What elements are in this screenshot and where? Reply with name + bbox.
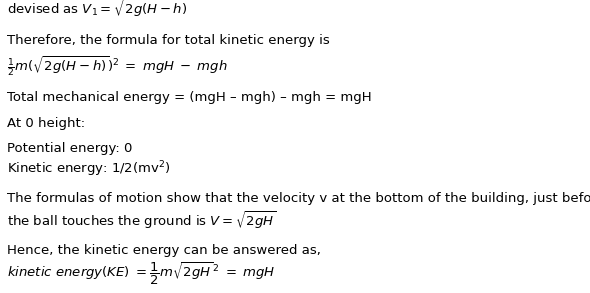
Text: $\frac{1}{2}m(\sqrt{2g(H - h)})^{2}\; =\; mgH\; -\; mgh$: $\frac{1}{2}m(\sqrt{2g(H - h)})^{2}\; =\…: [7, 54, 228, 78]
Text: Kinetic energy: 1/2(mv$^{2}$): Kinetic energy: 1/2(mv$^{2}$): [7, 159, 171, 179]
Text: Potential energy: 0: Potential energy: 0: [7, 142, 132, 155]
Text: Hence, the kinetic energy can be answered as,: Hence, the kinetic energy can be answere…: [7, 244, 321, 257]
Text: devised as $V_1 = \sqrt{2g(H - h)}$: devised as $V_1 = \sqrt{2g(H - h)}$: [7, 0, 190, 19]
Text: At 0 height:: At 0 height:: [7, 117, 85, 130]
Text: the ball touches the ground is $V = \sqrt{2gH}$: the ball touches the ground is $V = \sqr…: [7, 209, 276, 231]
Text: $\mathit{kinetic\ energy(KE)}\; =\dfrac{1}{2}m\sqrt{2gH}^{\,2}\; =\; mgH$: $\mathit{kinetic\ energy(KE)}\; =\dfrac{…: [7, 260, 276, 287]
Text: Therefore, the formula for total kinetic energy is: Therefore, the formula for total kinetic…: [7, 34, 330, 47]
Text: Total mechanical energy = (mgH – mgh) – mgh = mgH: Total mechanical energy = (mgH – mgh) – …: [7, 91, 372, 104]
Text: The formulas of motion show that the velocity v at the bottom of the building, j: The formulas of motion show that the vel…: [7, 192, 590, 205]
